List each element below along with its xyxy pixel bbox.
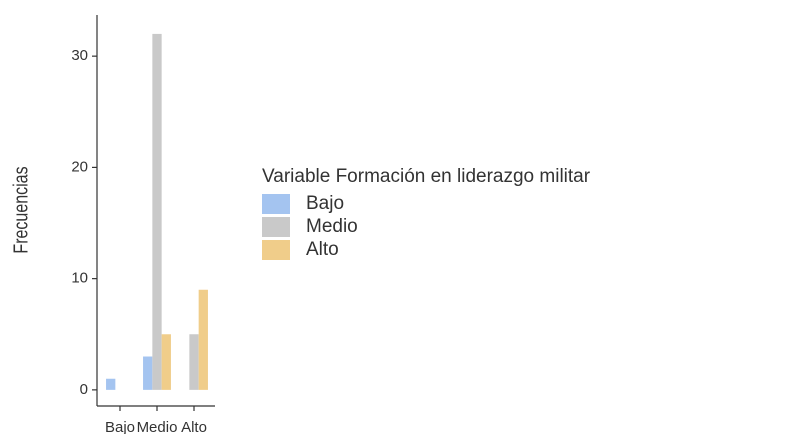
legend-key bbox=[262, 217, 290, 237]
legend-key bbox=[262, 194, 290, 214]
legend-key bbox=[262, 240, 290, 260]
legend-title: Variable Formación en liderazgo militar bbox=[262, 166, 591, 187]
y-tick-label: 0 bbox=[80, 381, 88, 398]
y-tick-label: 10 bbox=[71, 270, 88, 287]
bar bbox=[143, 356, 153, 390]
bar bbox=[198, 289, 208, 390]
legend-label: Alto bbox=[306, 239, 339, 260]
bar bbox=[152, 33, 162, 390]
legend-label: Bajo bbox=[306, 193, 344, 214]
y-tick-label: 30 bbox=[71, 47, 88, 64]
bar bbox=[106, 378, 116, 390]
x-tick-label: Bajo bbox=[105, 419, 135, 434]
x-tick-label: Alto bbox=[181, 419, 207, 434]
y-axis-label: Frecuencias bbox=[10, 166, 32, 253]
legend-label: Medio bbox=[306, 216, 358, 237]
bar bbox=[189, 334, 199, 390]
y-tick-label: 20 bbox=[71, 158, 88, 175]
x-tick-label: Medio bbox=[137, 419, 178, 434]
bar bbox=[161, 334, 171, 390]
